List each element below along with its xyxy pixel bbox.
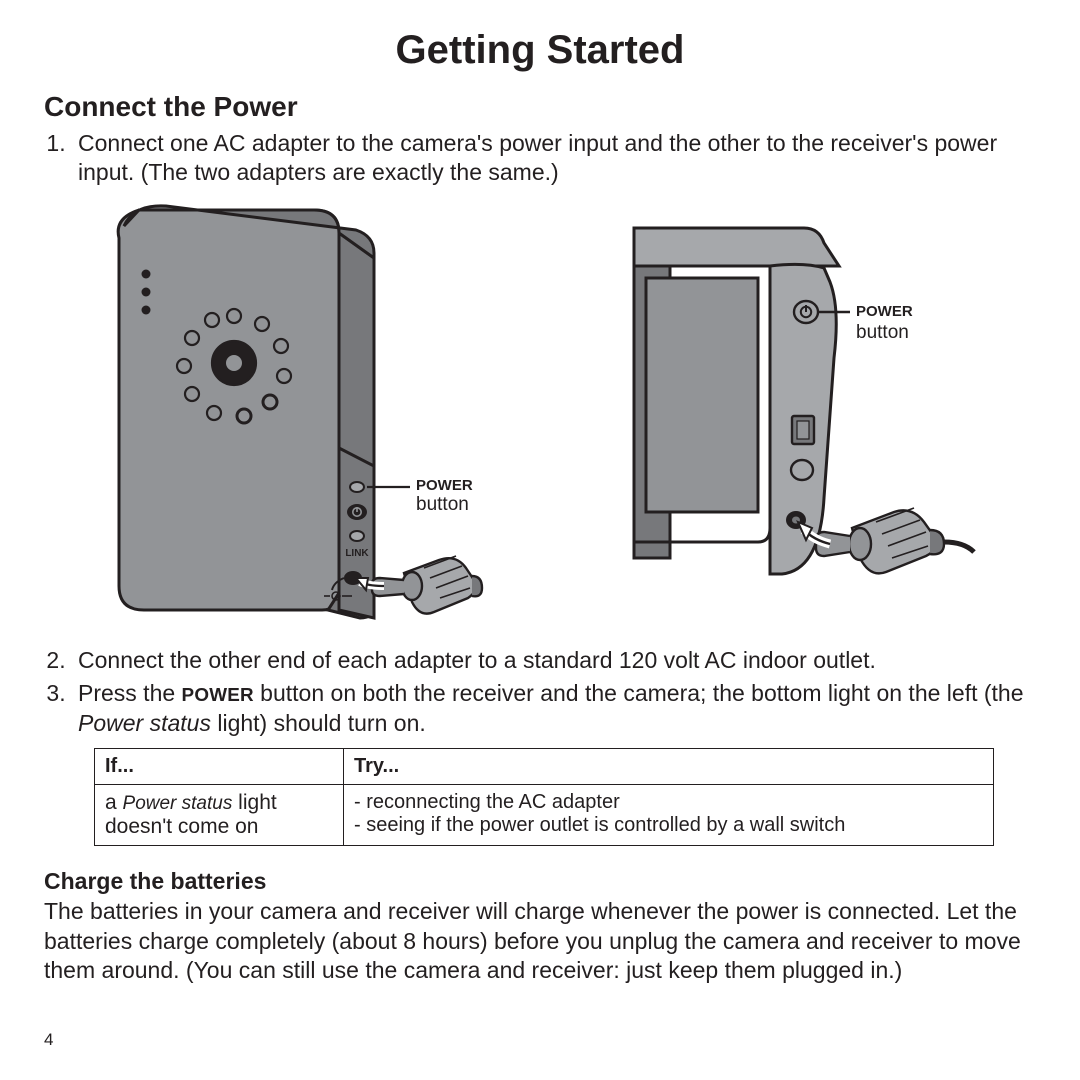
- steps-list-2: Connect the other end of each adapter to…: [44, 646, 1036, 738]
- step-3-post: light) should turn on.: [211, 710, 426, 736]
- td-try-2: - seeing if the power outlet is controll…: [354, 814, 983, 837]
- troubleshoot-table: If... Try... a Power status light doesn'…: [94, 748, 994, 846]
- td-if-a: a: [105, 791, 123, 814]
- step-2-text: Connect the other end of each adapter to…: [78, 647, 876, 673]
- td-if: a Power status light doesn't come on: [95, 785, 344, 846]
- step-3-power: POWER: [182, 684, 254, 705]
- receiver-button-callout: button: [856, 322, 909, 343]
- steps-list: Connect one AC adapter to the camera's p…: [44, 129, 1036, 188]
- step-3-pre: Press the: [78, 680, 182, 706]
- th-if: If...: [95, 749, 344, 785]
- th-try: Try...: [344, 749, 994, 785]
- page-title: Getting Started: [44, 28, 1036, 73]
- body-paragraph: The batteries in your camera and receive…: [44, 897, 1036, 985]
- link-label: LINK: [345, 548, 369, 559]
- page-number: 4: [44, 1030, 53, 1050]
- td-try: - reconnecting the AC adapter - seeing i…: [344, 785, 994, 846]
- step-2: Connect the other end of each adapter to…: [72, 646, 1036, 675]
- receiver-illustration: POWER button: [624, 198, 1004, 598]
- td-try-1: - reconnecting the AC adapter: [354, 791, 983, 814]
- section-heading: Connect the Power: [44, 91, 1036, 123]
- step-1: Connect one AC adapter to the camera's p…: [72, 129, 1036, 188]
- subsection-heading: Charge the batteries: [44, 868, 1036, 895]
- step-3-mid: button on both the receiver and the came…: [254, 680, 1024, 706]
- illustration-row: LINK POWER button: [84, 198, 1036, 628]
- camera-illustration: LINK POWER button: [84, 198, 484, 628]
- receiver-power-callout: POWER: [856, 303, 913, 320]
- td-if-ital: Power status: [123, 793, 233, 814]
- camera-button-callout: button: [416, 494, 469, 515]
- camera-power-callout: POWER: [416, 477, 473, 494]
- step-3: Press the POWER button on both the recei…: [72, 679, 1036, 738]
- step-3-ital: Power status: [78, 710, 211, 736]
- step-1-text: Connect one AC adapter to the camera's p…: [78, 130, 997, 185]
